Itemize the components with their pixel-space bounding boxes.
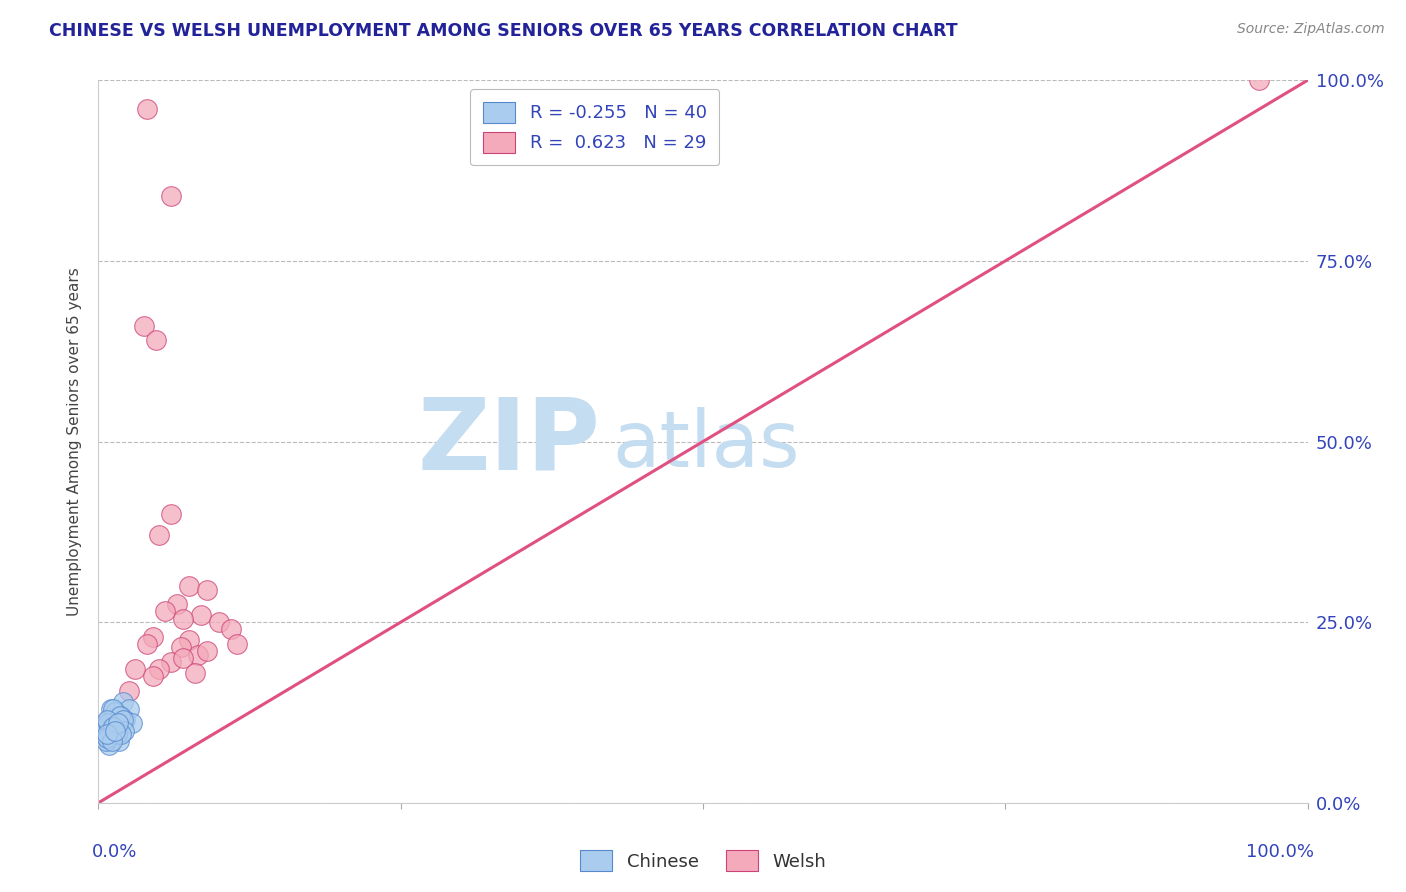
Point [142, 669, 165, 683]
Point [134, 318, 156, 333]
Point [172, 611, 194, 625]
Point [118, 683, 141, 698]
Point [195, 582, 218, 597]
Point [105, 723, 128, 738]
Point [166, 597, 188, 611]
Point [118, 702, 141, 716]
Point [160, 507, 183, 521]
Point [208, 615, 231, 630]
Point [108, 709, 131, 723]
Legend: Chinese, Welsh: Chinese, Welsh [572, 843, 834, 879]
Point [184, 665, 207, 680]
Point [110, 727, 132, 741]
Text: CHINESE VS WELSH UNEMPLOYMENT AMONG SENIORS OVER 65 YEARS CORRELATION CHART: CHINESE VS WELSH UNEMPLOYMENT AMONG SENI… [49, 22, 957, 40]
Text: atlas: atlas [613, 407, 800, 483]
Point [104, 723, 127, 738]
Point [160, 655, 183, 669]
Text: Source: ZipAtlas.com: Source: ZipAtlas.com [1237, 22, 1385, 37]
Point [100, 731, 122, 745]
Point [100, 702, 122, 716]
Point [148, 528, 170, 542]
Point [195, 644, 218, 658]
Point [105, 727, 128, 741]
Point [101, 720, 124, 734]
Point [190, 607, 212, 622]
Point [108, 734, 131, 748]
Point [100, 734, 122, 748]
Point [111, 695, 134, 709]
Point [94, 734, 117, 748]
Point [124, 662, 146, 676]
Point [142, 630, 165, 644]
Point [145, 334, 167, 348]
Point [97, 716, 120, 731]
Point [103, 727, 125, 741]
Point [221, 623, 243, 637]
Point [94, 720, 117, 734]
Point [135, 102, 157, 116]
Text: ZIP: ZIP [418, 393, 600, 490]
Point [101, 702, 124, 716]
Point [96, 731, 118, 745]
Point [1249, 73, 1271, 87]
Point [101, 720, 124, 734]
Point [112, 723, 135, 738]
Point [179, 579, 201, 593]
Point [179, 633, 201, 648]
Point [98, 723, 121, 738]
Point [187, 648, 209, 662]
Point [97, 713, 120, 727]
Point [169, 640, 191, 655]
Point [107, 716, 129, 731]
Point [135, 637, 157, 651]
Point [114, 713, 136, 727]
Point [172, 651, 194, 665]
Point [100, 716, 122, 731]
Point [153, 604, 176, 618]
Point [226, 637, 249, 651]
Point [97, 727, 120, 741]
Point [121, 716, 143, 731]
Point [105, 709, 128, 723]
Point [107, 723, 129, 738]
Point [103, 720, 125, 734]
Y-axis label: Unemployment Among Seniors over 65 years: Unemployment Among Seniors over 65 years [67, 268, 83, 615]
Point [160, 189, 183, 203]
Point [108, 709, 131, 723]
Point [100, 716, 122, 731]
Point [148, 662, 170, 676]
Point [96, 713, 118, 727]
Point [100, 720, 122, 734]
Point [111, 713, 134, 727]
Point [96, 727, 118, 741]
Point [107, 723, 129, 738]
Point [96, 731, 118, 745]
Legend: R = -0.255   N = 40, R =  0.623   N = 29: R = -0.255 N = 40, R = 0.623 N = 29 [470, 89, 720, 165]
Text: 0.0%: 0.0% [93, 843, 138, 861]
Point [98, 738, 121, 752]
Text: 100.0%: 100.0% [1246, 843, 1313, 861]
Point [104, 706, 127, 720]
